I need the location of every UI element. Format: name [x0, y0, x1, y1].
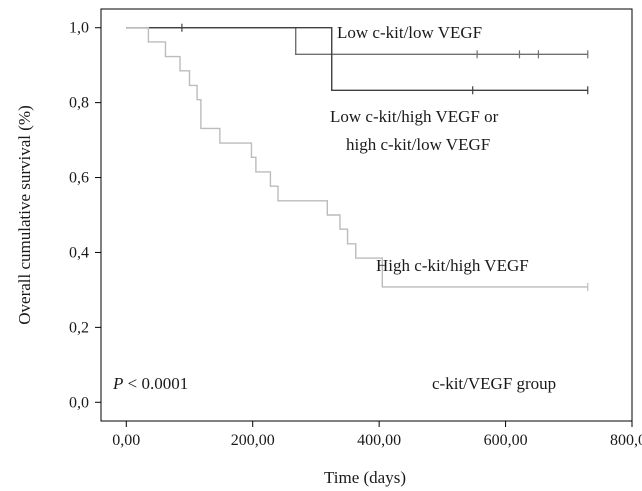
x-tick-label: 400,00 [357, 432, 401, 449]
x-tick-label: 600,00 [484, 432, 528, 449]
label-mixed-line2: high c-kit/low VEGF [346, 135, 490, 154]
x-axis-title: Time (days) [324, 468, 406, 487]
x-tick-label: 800,00 [610, 432, 642, 449]
y-tick-label: 0,4 [69, 244, 89, 261]
p-value-annotation: P < 0.0001 [112, 374, 188, 393]
y-tick-label: 1,0 [69, 20, 89, 37]
y-axis-title: Overall cumulative survival (%) [15, 105, 34, 325]
label-high-high: High c-kit/high VEGF [376, 256, 529, 275]
survival-curve-2 [126, 27, 588, 91]
label-mixed-line1: Low c-kit/high VEGF or [330, 107, 499, 126]
survival-curve-3 [126, 27, 588, 288]
y-tick-label: 0,6 [69, 170, 89, 187]
legend-title: c-kit/VEGF group [432, 374, 556, 393]
x-tick-label: 200,00 [231, 432, 275, 449]
plot-frame [100, 8, 633, 422]
x-tick-label: 0,00 [112, 432, 140, 449]
y-tick-label: 0,0 [69, 394, 89, 411]
label-low-low: Low c-kit/low VEGF [337, 23, 482, 42]
y-tick-label: 0,8 [69, 95, 89, 112]
y-tick-label: 0,2 [69, 319, 89, 336]
